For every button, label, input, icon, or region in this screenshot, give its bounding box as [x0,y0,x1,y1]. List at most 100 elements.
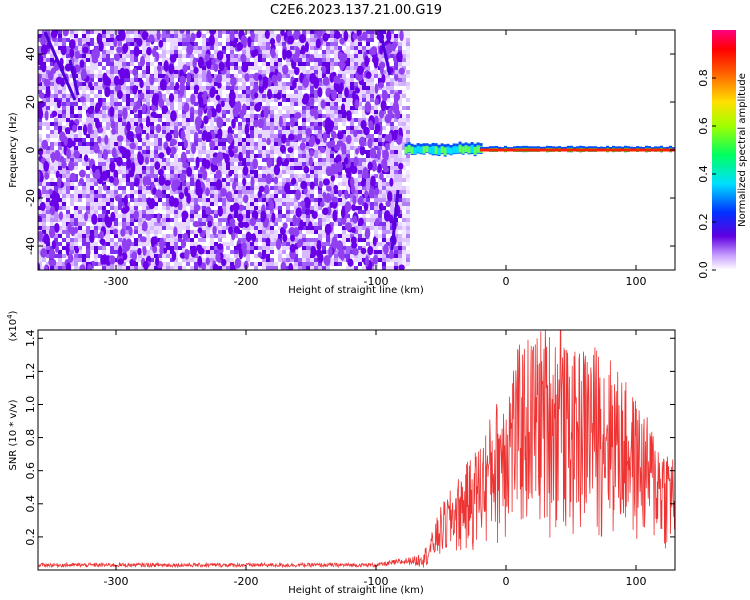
noise-cell [162,54,166,58]
noise-cell [134,58,138,62]
noise-cell [298,202,302,206]
noise-cell [78,214,82,218]
noise-cell [250,138,254,142]
noise-cell [266,154,270,158]
noise-cell [234,158,238,162]
noise-cell [354,266,358,270]
noise-cell [194,94,198,98]
noise-cell [130,178,134,182]
noise-cell [166,254,170,258]
noise-cell [246,186,250,190]
noise-cell [354,206,358,210]
noise-cell [290,158,294,162]
noise-cell [114,62,118,66]
noise-cell [246,158,250,162]
noise-cell [386,254,390,258]
noise-cell [302,58,306,62]
noise-blob [247,36,252,48]
noise-cell [374,234,378,238]
noise-cell [398,174,402,178]
noise-cell [70,186,74,190]
noise-cell [238,130,242,134]
noise-cell [246,190,250,194]
noise-cell [326,154,330,158]
noise-cell [390,50,394,54]
noise-cell [334,54,338,58]
noise-cell [122,174,126,178]
noise-cell [338,46,342,50]
noise-cell [362,178,366,182]
noise-cell [126,142,130,146]
noise-cell [122,266,126,270]
noise-cell [278,126,282,130]
noise-cell [406,198,410,202]
noise-cell [86,146,90,150]
noise-cell [146,90,150,94]
noise-cell [234,190,238,194]
noise-cell [346,178,350,182]
noise-cell [98,166,102,170]
noise-cell [246,218,250,222]
noise-cell [78,146,82,150]
noise-cell [286,210,290,214]
noise-cell [250,174,254,178]
noise-cell [382,142,386,146]
noise-cell [126,106,130,110]
noise-cell [46,98,50,102]
noise-cell [94,94,98,98]
noise-cell [270,162,274,166]
noise-cell [162,194,166,198]
noise-cell [182,202,186,206]
noise-blob [389,248,394,260]
noise-cell [42,222,46,226]
noise-cell [194,110,198,114]
noise-cell [106,102,110,106]
noise-cell [166,214,170,218]
noise-cell [70,202,74,206]
noise-cell [242,238,246,242]
noise-cell [198,198,202,202]
noise-cell [266,202,270,206]
noise-cell [142,214,146,218]
noise-cell [274,98,278,102]
noise-cell [98,94,102,98]
noise-cell [266,98,270,102]
noise-cell [406,58,410,62]
noise-cell [122,58,126,62]
noise-cell [406,114,410,118]
noise-cell [54,210,58,214]
noise-cell [270,106,274,110]
noise-cell [66,94,70,98]
noise-cell [42,190,46,194]
noise-cell [198,238,202,242]
noise-cell [178,38,182,42]
noise-blob [373,57,379,69]
noise-blob [38,147,44,156]
noise-cell [42,210,46,214]
noise-cell [294,158,298,162]
noise-cell [202,238,206,242]
noise-cell [130,70,134,74]
noise-cell [346,46,350,50]
noise-blob [257,118,265,129]
noise-cell [318,262,322,266]
noise-cell [194,46,198,50]
noise-cell [278,190,282,194]
noise-cell [190,210,194,214]
noise-cell [94,74,98,78]
noise-cell [358,206,362,210]
noise-cell [326,146,330,150]
noise-cell [206,250,210,254]
noise-cell [318,138,322,142]
noise-cell [270,186,274,190]
noise-cell [126,210,130,214]
noise-cell [398,98,402,102]
noise-cell [378,58,382,62]
noise-cell [210,122,214,126]
noise-cell [266,250,270,254]
noise-cell [274,218,278,222]
noise-cell [306,246,310,250]
noise-cell [38,122,42,126]
noise-cell [66,46,70,50]
noise-cell [58,150,62,154]
